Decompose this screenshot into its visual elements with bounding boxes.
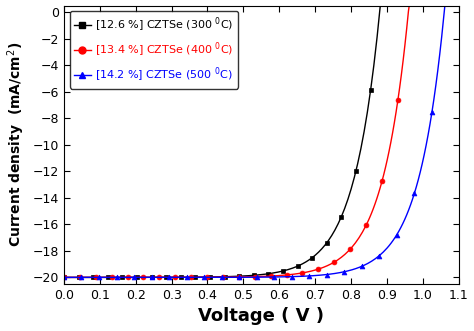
Legend: [12.6 %] CZTSe (300 $^0$C), [13.4 %] CZTSe (400 $^0$C), [14.2 %] CZTSe (500 $^0$: [12.6 %] CZTSe (300 $^0$C), [13.4 %] CZT…: [70, 11, 238, 89]
X-axis label: Voltage ( V ): Voltage ( V ): [198, 307, 324, 325]
Y-axis label: Current density  (mA/cm$^2$): Current density (mA/cm$^2$): [6, 42, 27, 247]
